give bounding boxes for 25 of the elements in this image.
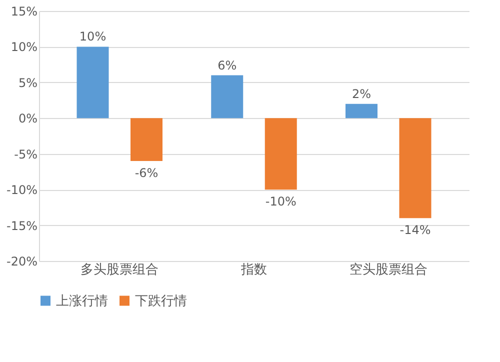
data-label: -10%	[265, 194, 296, 209]
bar	[399, 118, 432, 218]
x-tick-label: 指数	[240, 262, 267, 278]
bar	[211, 75, 244, 118]
data-label: -14%	[400, 223, 431, 238]
data-label: 6%	[218, 58, 237, 72]
legend-label: 下跌行情	[135, 294, 187, 309]
bar	[130, 118, 162, 161]
y-tick-label: 10%	[10, 40, 38, 54]
bar	[264, 118, 297, 190]
y-tick-label: -20%	[6, 254, 38, 268]
bar	[346, 104, 378, 118]
y-tick-label: 5%	[18, 76, 38, 90]
x-tick-label: 多头股票组合	[80, 262, 159, 278]
y-tick-label: -5%	[14, 147, 38, 162]
data-label: -6%	[134, 166, 158, 180]
data-label: 10%	[79, 30, 106, 44]
data-label: 2%	[352, 86, 372, 101]
y-tick-label: 15%	[10, 4, 38, 18]
y-tick-label: -15%	[6, 218, 38, 233]
bar	[76, 46, 109, 118]
y-tick-label: 0%	[18, 112, 38, 126]
x-tick-label: 空头股票组合	[349, 262, 428, 278]
y-tick-label: -10%	[6, 183, 38, 198]
legend-label: 上涨行情	[56, 294, 108, 309]
